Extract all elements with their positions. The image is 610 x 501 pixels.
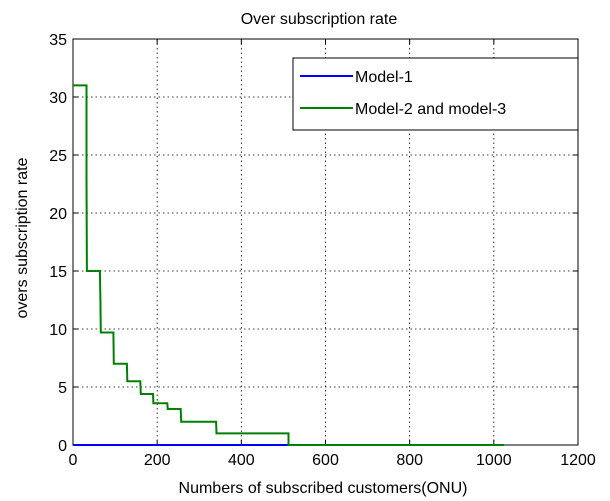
x-tick-label: 1200 — [560, 452, 596, 469]
legend-label-1: Model-1 — [355, 69, 413, 86]
y-tick-label: 5 — [58, 380, 67, 397]
y-tick-label: 25 — [49, 148, 67, 165]
x-tick-label: 0 — [69, 452, 78, 469]
series-line-2 — [73, 84, 504, 446]
y-tick-label: 10 — [49, 322, 67, 339]
x-tick-label: 600 — [312, 452, 339, 469]
y-tick-label: 35 — [49, 32, 67, 49]
legend: Model-1 Model-2 and model-3 — [292, 57, 579, 131]
y-tick-label: 15 — [49, 264, 67, 281]
y-tick-label: 20 — [49, 206, 67, 223]
x-tick-label: 200 — [144, 452, 171, 469]
x-axis-title: Numbers of subscribed customers(ONU) — [179, 480, 468, 497]
chart-title: Over subscription rate — [241, 11, 398, 28]
series-lines — [73, 84, 504, 446]
x-tick-label: 1000 — [476, 452, 512, 469]
y-tick-label: 30 — [49, 90, 67, 107]
y-axis-title: overs subscription rate — [14, 157, 31, 318]
axis-ticks: 0 200 400 600 800 1000 1200 0 5 10 15 20 25 30 35 — [49, 32, 596, 469]
x-tick-label: 400 — [228, 452, 255, 469]
x-tick-label: 800 — [396, 452, 423, 469]
y-tick-label: 0 — [58, 438, 67, 455]
legend-box — [292, 57, 579, 131]
legend-label-2: Model-2 and model-3 — [355, 101, 506, 118]
